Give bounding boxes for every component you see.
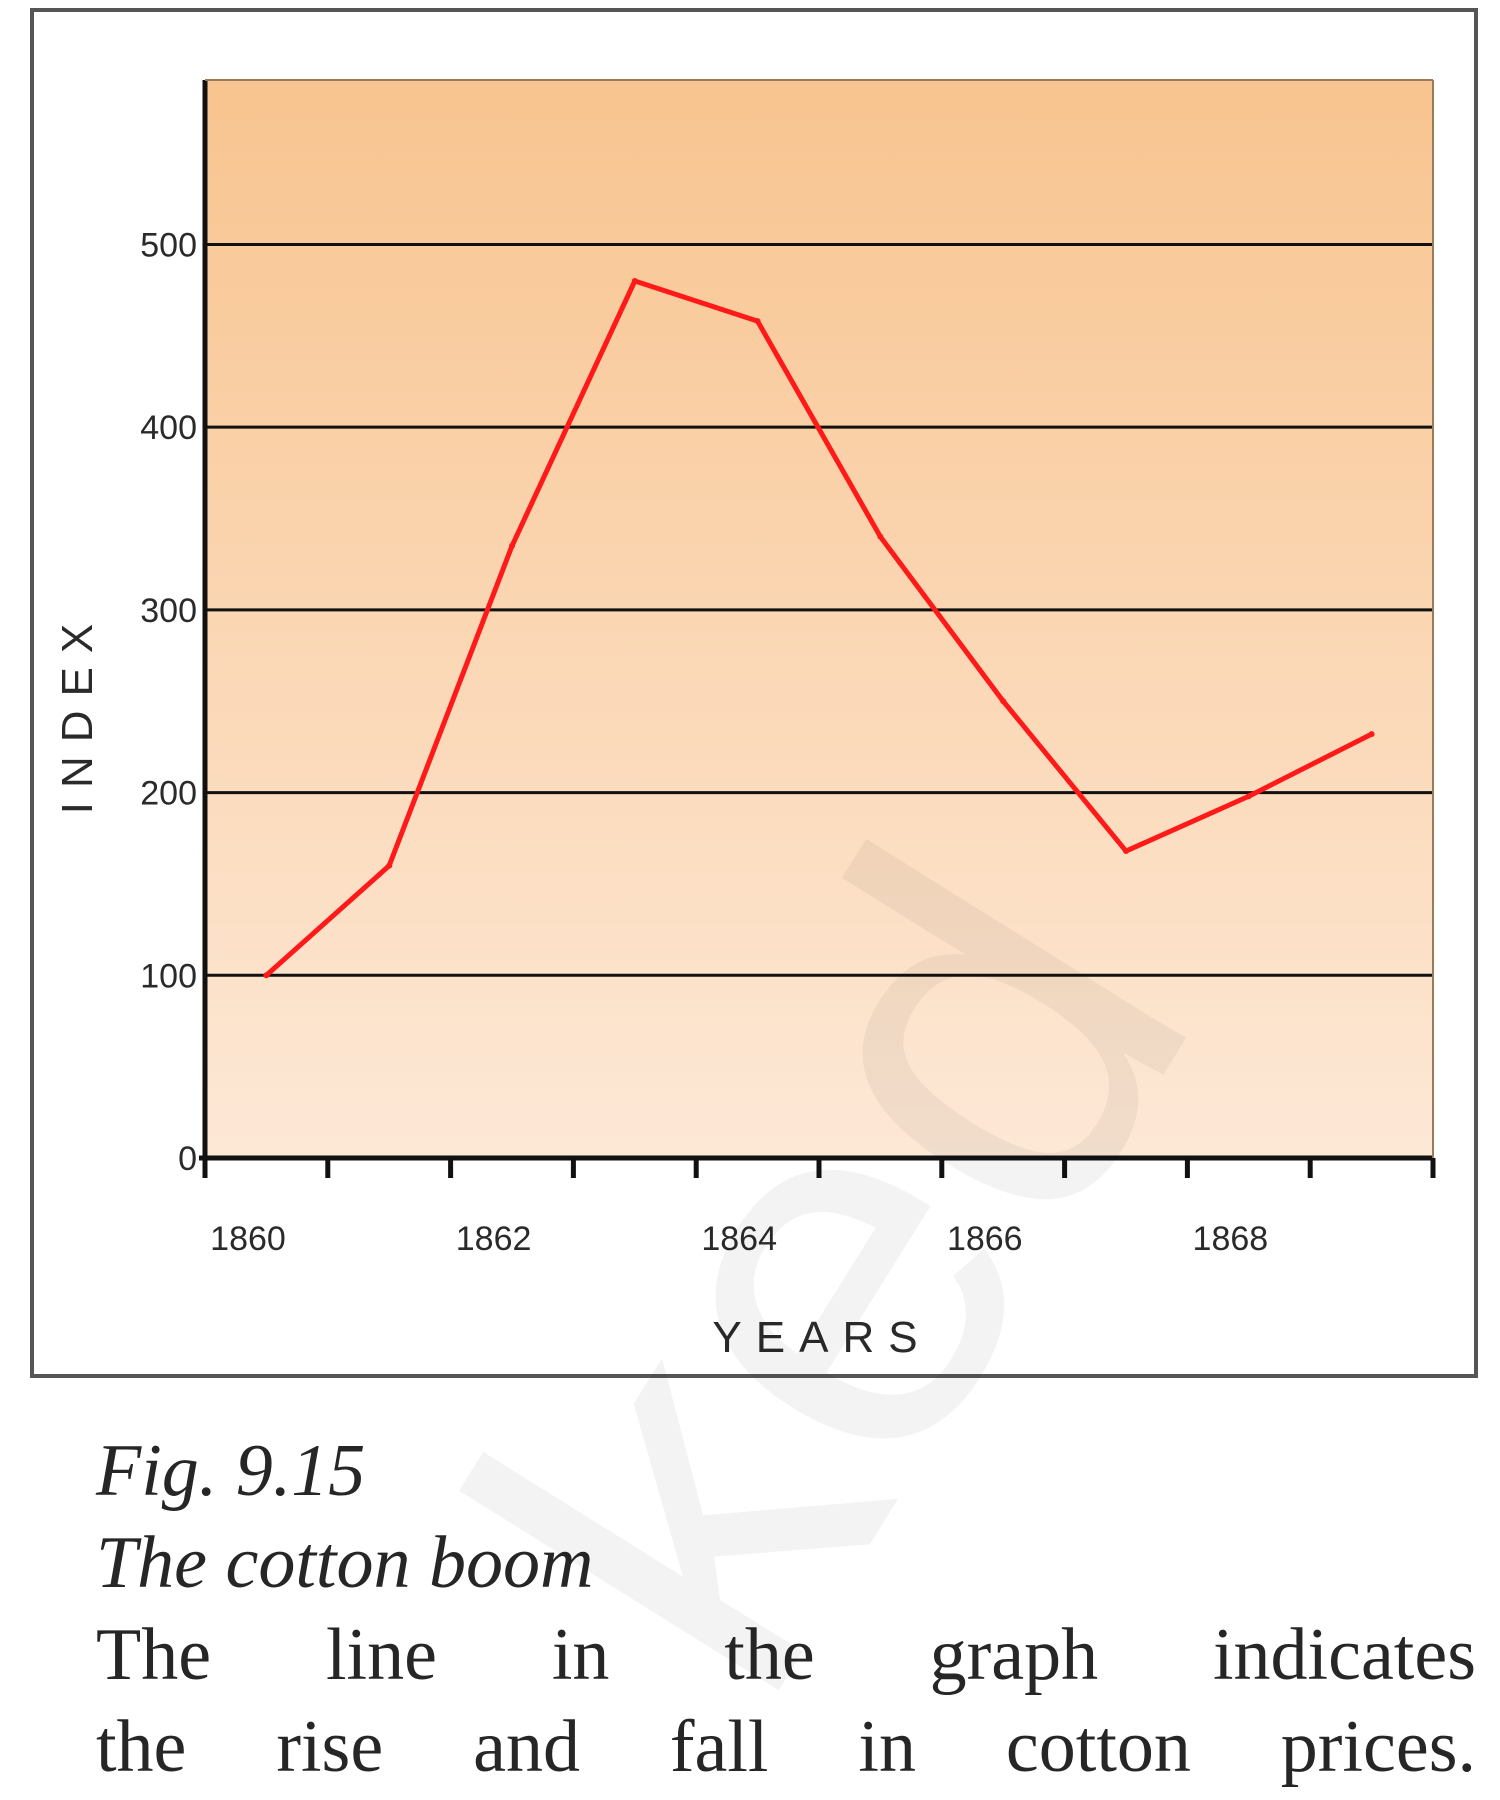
figure-description: The line in the graph indicates the rise… xyxy=(96,1609,1476,1793)
line-chart: 0 100 200 300 400 500 1860 1862 1864 1866 1868 YEA… xyxy=(30,8,1478,1378)
y-tick-label: 400 xyxy=(140,409,197,447)
tick-labels: 0 100 200 300 400 500 1860 1862 1864 1866 1868 xyxy=(140,226,1268,1258)
data-point xyxy=(1245,793,1252,800)
data-point xyxy=(877,533,884,540)
x-tick-label: 1862 xyxy=(456,1220,532,1258)
figure-title: The cotton boom xyxy=(96,1522,594,1604)
figure-number: Fig. 9.15 xyxy=(96,1430,366,1512)
data-point xyxy=(509,542,515,549)
data-point xyxy=(263,972,270,979)
x-axis-title: YEARS xyxy=(712,1313,931,1362)
x-tick-label: 1868 xyxy=(1193,1220,1269,1258)
data-point xyxy=(386,862,393,869)
y-tick-label: 200 xyxy=(140,775,197,813)
plot-area xyxy=(205,80,1433,1158)
description-line: The line in the graph indicates xyxy=(96,1614,1476,1696)
data-point xyxy=(631,277,638,284)
y-tick-label: 100 xyxy=(140,957,197,995)
data-point xyxy=(1000,698,1007,705)
x-tick-label: 1860 xyxy=(210,1220,286,1258)
chart-frame: 0 100 200 300 400 500 1860 1862 1864 1866 1868 YEA… xyxy=(30,8,1478,1378)
gridlines xyxy=(205,242,1433,977)
y-tick-label: 500 xyxy=(140,226,197,264)
axes xyxy=(199,79,1436,1178)
series-layer xyxy=(263,277,1375,979)
x-tick-label: 1866 xyxy=(947,1220,1023,1258)
y-tick-label: 300 xyxy=(140,592,197,630)
data-point xyxy=(1368,731,1375,738)
series-line xyxy=(263,278,1375,978)
figure-caption: Fig. 9.15 The cotton boom The line in th… xyxy=(96,1425,1476,1793)
description-line: the rise and fall in cotton prices. xyxy=(96,1706,1476,1788)
x-tick-label: 1864 xyxy=(701,1220,777,1258)
data-point xyxy=(1123,848,1129,855)
data-point xyxy=(754,318,761,325)
y-tick-label: 0 xyxy=(178,1140,197,1178)
y-axis-title: INDEX xyxy=(53,610,102,814)
